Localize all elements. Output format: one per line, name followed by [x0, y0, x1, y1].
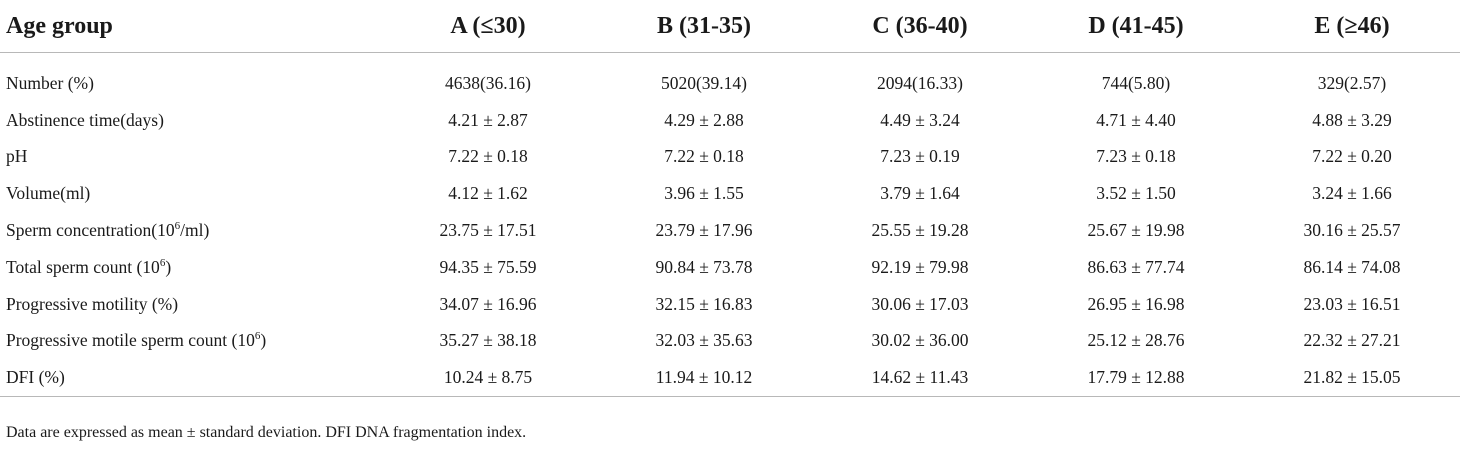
row-label-suffix: ): [165, 256, 172, 277]
table-cell: 7.22 ± 0.20: [1312, 146, 1392, 167]
table-cell: 86.14 ± 74.08: [1303, 256, 1401, 277]
table-cell: 744(5.80): [1101, 72, 1171, 93]
table-row: Volume(ml) 4.12 ± 1.62 3.96 ± 1.55 3.79 ± 1…: [0, 175, 1460, 212]
table-cell: 329(2.57): [1317, 72, 1387, 93]
table-cell: 26.95 ± 16.98: [1087, 293, 1185, 314]
row-label-text: DFI (%): [6, 367, 65, 388]
table-cell: 4.49 ± 3.24: [880, 109, 960, 130]
row-label-superscript: 6: [159, 257, 166, 270]
row-label: Volume(ml): [0, 175, 380, 212]
table-cell: 3.79 ± 1.64: [880, 183, 960, 204]
header-row: Age group A (≤30) B (31-35) C (36-40) D …: [0, 0, 1460, 53]
table-cell: 23.79 ± 17.96: [655, 220, 753, 241]
table-cell: 34.07 ± 16.96: [439, 293, 537, 314]
table-cell: 90.84 ± 73.78: [655, 256, 753, 277]
table-header: Age group A (≤30) B (31-35) C (36-40) D …: [0, 0, 1460, 53]
row-label: pH: [0, 139, 380, 176]
table-cell: 7.22 ± 0.18: [664, 146, 744, 167]
data-table: Age group A (≤30) B (31-35) C (36-40) D …: [0, 0, 1460, 398]
table-cell: 4.12 ± 1.62: [448, 183, 528, 204]
row-label-superscript: 6: [174, 220, 181, 233]
row-label-suffix: /ml): [180, 220, 210, 241]
table-row: Number (%) 4638(36.16) 5020(39.14) 2094(16.…: [0, 65, 1460, 102]
header-group-a: A (≤30): [380, 0, 596, 53]
row-label-suffix: ): [260, 330, 267, 351]
row-label-text: pH: [6, 146, 28, 167]
table-cell: 23.03 ± 16.51: [1303, 293, 1401, 314]
table-cell: 23.75 ± 17.51: [439, 220, 537, 241]
table-row: pH 7.22 ± 0.18 7.22 ± 0.18 7.23 ± 0.19 7.23 …: [0, 139, 1460, 176]
table-cell: 2094(16.33): [876, 72, 964, 93]
row-label-text: Number (%): [6, 72, 94, 93]
table-footnote: Data are expressed as mean ± standard de…: [6, 424, 527, 441]
header-age-group: Age group: [0, 0, 380, 53]
row-label-text: Progressive motile sperm count (10: [6, 330, 255, 351]
table-cell: 7.23 ± 0.19: [880, 146, 960, 167]
row-label: DFI (%): [0, 359, 380, 398]
table-cell: 4.71 ± 4.40: [1096, 109, 1176, 130]
row-label-text: Abstinence time(days): [6, 109, 164, 130]
table-cell: 3.24 ± 1.66: [1312, 183, 1392, 204]
row-label-text: Sperm concentration(10: [6, 220, 175, 241]
table-cell: 92.19 ± 79.98: [871, 256, 969, 277]
table-cell: 3.52 ± 1.50: [1096, 183, 1176, 204]
table-cell: 21.82 ± 15.05: [1244, 359, 1460, 398]
table-cell: 30.16 ± 25.57: [1303, 220, 1401, 241]
table-cell: 32.03 ± 35.63: [655, 330, 753, 351]
table-cell: 22.32 ± 27.21: [1303, 330, 1401, 351]
table-cell: 94.35 ± 75.59: [439, 256, 537, 277]
table-cell: 7.23 ± 0.18: [1096, 146, 1176, 167]
data-table-container: Age group A (≤30) B (31-35) C (36-40) D …: [0, 0, 1460, 398]
row-label: Progressive motility (%): [0, 286, 380, 323]
row-label-superscript: 6: [254, 330, 261, 343]
table-cell: 25.67 ± 19.98: [1087, 220, 1185, 241]
table-cell: 3.96 ± 1.55: [664, 183, 744, 204]
table-cell: 11.94 ± 10.12: [596, 359, 812, 398]
header-group-b: B (31-35): [596, 0, 812, 53]
table-row: Total sperm count (106) 94.35 ± 75.59 90.8…: [0, 249, 1460, 286]
table-row: Progressive motility (%) 34.07 ± 16.96 32.…: [0, 286, 1460, 323]
table-cell: 25.55 ± 19.28: [871, 220, 969, 241]
spacer-row: [0, 53, 1460, 66]
row-label: Progressive motile sperm count (106): [0, 323, 380, 360]
table-cell: 10.24 ± 8.75: [380, 359, 596, 398]
header-group-d: D (41-45): [1028, 0, 1244, 53]
row-label: Abstinence time(days): [0, 102, 380, 139]
table-cell: 4638(36.16): [444, 72, 532, 93]
header-group-e: E (≥46): [1244, 0, 1460, 53]
table-row: Progressive motile sperm count (106) 35.2…: [0, 323, 1460, 360]
table-cell: 25.12 ± 28.76: [1087, 330, 1185, 351]
row-label: Total sperm count (106): [0, 249, 380, 286]
table-body: Number (%) 4638(36.16) 5020(39.14) 2094(16.…: [0, 53, 1460, 398]
table-cell: 30.02 ± 36.00: [871, 330, 969, 351]
table-cell: 30.06 ± 17.03: [871, 293, 969, 314]
table-cell: 86.63 ± 77.74: [1087, 256, 1185, 277]
table-cell: 5020(39.14): [660, 72, 748, 93]
row-label: Sperm concentration(106/ml): [0, 212, 380, 249]
table-cell: 4.21 ± 2.87: [448, 109, 528, 130]
table-cell: 35.27 ± 38.18: [439, 330, 537, 351]
table-row: DFI (%) 10.24 ± 8.75 11.94 ± 10.12 14.62 ± …: [0, 359, 1460, 398]
row-label: Number (%): [0, 65, 380, 102]
row-label-text: Total sperm count (10: [6, 256, 160, 277]
table-cell: 32.15 ± 16.83: [655, 293, 753, 314]
table-cell: 17.79 ± 12.88: [1028, 359, 1244, 398]
table-cell: 4.88 ± 3.29: [1312, 109, 1392, 130]
table-cell: 7.22 ± 0.18: [448, 146, 528, 167]
table-row: Abstinence time(days) 4.21 ± 2.87 4.29 ± 2…: [0, 102, 1460, 139]
header-group-c: C (36-40): [812, 0, 1028, 53]
table-cell: 4.29 ± 2.88: [664, 109, 744, 130]
table-row: Sperm concentration(106/ml) 23.75 ± 17.51…: [0, 212, 1460, 249]
row-label-text: Progressive motility (%): [6, 293, 179, 314]
row-label-text: Volume(ml): [6, 183, 91, 204]
table-cell: 14.62 ± 11.43: [812, 359, 1028, 398]
